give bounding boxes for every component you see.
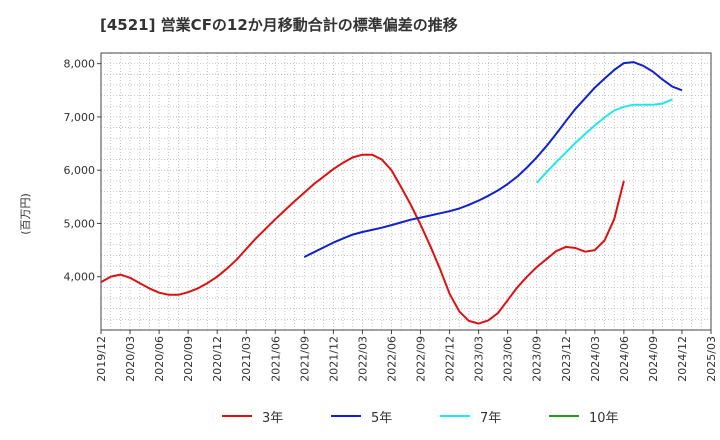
- x-tick-label: 2023/09: [531, 336, 544, 382]
- x-tick-label: 2020/03: [124, 336, 137, 382]
- legend-label: 5年: [371, 410, 393, 426]
- series-line-5年: [303, 61, 683, 258]
- legend-swatch: [440, 415, 470, 417]
- x-tick-label: 2022/12: [444, 336, 457, 382]
- plot-area: [101, 53, 711, 330]
- x-tick-label: 2024/12: [676, 336, 689, 382]
- x-tick-label: 2020/06: [153, 336, 166, 382]
- x-tick-label: 2025/03: [705, 336, 718, 382]
- legend-label: 3年: [262, 410, 284, 426]
- chart-title: [4521] 営業CFの12か月移動合計の標準偏差の推移: [100, 16, 458, 34]
- series-line-3年: [100, 153, 625, 325]
- legend-label: 10年: [589, 410, 619, 426]
- y-tick-label: 5,000: [64, 217, 96, 230]
- legend-item: 10年: [549, 404, 619, 428]
- x-tick-label: 2022/09: [415, 336, 428, 382]
- x-tick-label: 2022/06: [385, 336, 398, 382]
- legend-item: 5年: [331, 404, 392, 428]
- legend-swatch: [549, 415, 579, 417]
- x-tick-label: 2022/03: [356, 336, 369, 382]
- x-tick-label: 2019/12: [95, 336, 108, 382]
- y-tick-label: 6,000: [64, 164, 96, 177]
- x-tick-label: 2023/03: [473, 336, 486, 382]
- x-tick-label: 2023/12: [560, 336, 573, 382]
- plot-frame: [100, 52, 712, 331]
- y-tick-label: 4,000: [64, 271, 96, 284]
- legend-swatch: [222, 415, 252, 417]
- x-tick-label: 2024/06: [618, 336, 631, 382]
- x-tick-label: 2021/12: [327, 336, 340, 382]
- x-tick-label: 2020/09: [182, 336, 195, 382]
- legend-item: 3年: [222, 404, 283, 428]
- x-tick-label: 2024/09: [647, 336, 660, 382]
- x-tick-label: 2021/03: [240, 336, 253, 382]
- x-tick-label: 2021/06: [269, 336, 282, 382]
- legend-swatch: [331, 415, 361, 417]
- y-tick-label: 8,000: [64, 58, 96, 71]
- y-tick-label: 7,000: [64, 111, 96, 124]
- x-tick-label: 2020/12: [211, 336, 224, 382]
- legend-label: 7年: [480, 410, 502, 426]
- x-tick-label: 2021/09: [298, 336, 311, 382]
- legend: 3年 5年 7年 10年: [0, 404, 720, 428]
- x-tick-label: 2023/06: [502, 336, 515, 382]
- series-line-7年: [535, 98, 673, 184]
- x-tick-label: 2024/03: [589, 336, 602, 382]
- legend-item: 7年: [440, 404, 501, 428]
